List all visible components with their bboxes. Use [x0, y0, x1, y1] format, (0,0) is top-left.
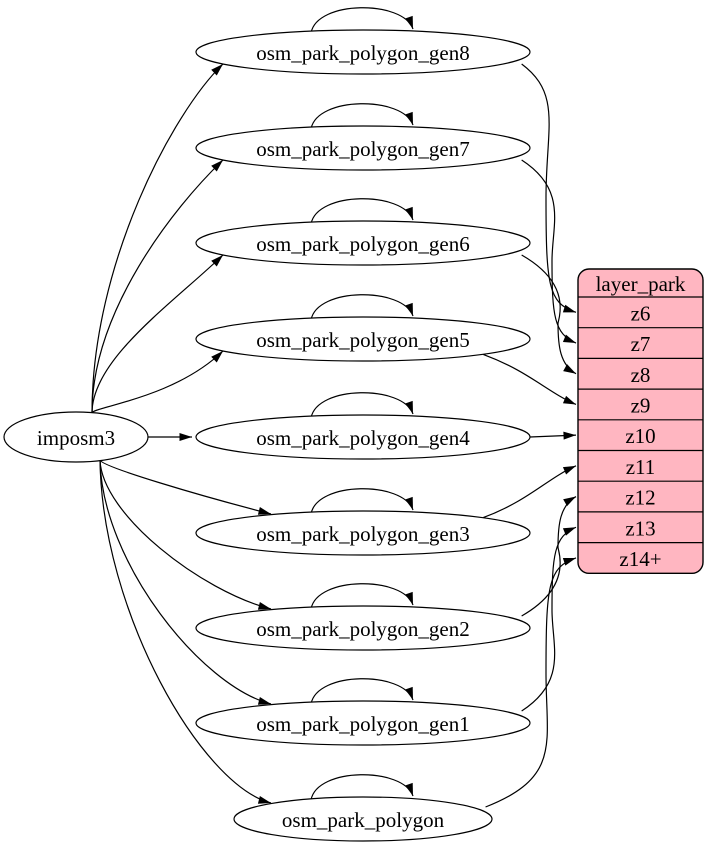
table-row-label-z7: z7 [631, 332, 651, 356]
node-osm-park-polygon-gen5: osm_park_polygon_gen5 [195, 316, 531, 362]
node-ellipse [195, 510, 531, 556]
edge-osm-park-polygon-gen3-to-z11 [483, 465, 577, 519]
node-osm-park-polygon-gen2: osm_park_polygon_gen2 [195, 605, 531, 651]
self-loop-osm-park-polygon [310, 774, 414, 801]
node-label: osm_park_polygon_gen7 [256, 137, 469, 161]
node-label: osm_park_polygon_gen1 [256, 712, 469, 736]
node-osm-park-polygon-gen1: osm_park_polygon_gen1 [195, 700, 531, 746]
table-row-label-z6: z6 [631, 301, 651, 325]
edge-imposm3-to-osm-park-polygon-gen3 [99, 459, 272, 515]
node-osm-park-polygon-gen8: osm_park_polygon_gen8 [195, 29, 531, 75]
node-ellipse [195, 700, 531, 746]
edge-osm-park-polygon-gen6-to-z8 [521, 254, 577, 375]
node-ellipse [195, 125, 531, 171]
table-row-label-z9: z9 [631, 393, 651, 417]
node-label: osm_park_polygon_gen8 [256, 41, 469, 65]
table-row-label-z8: z8 [631, 363, 651, 387]
self-loop-osm-park-polygon-gen4 [310, 392, 414, 419]
edge-osm-park-polygon-gen7-to-z7 [521, 159, 577, 344]
table-row-label-z12: z12 [625, 486, 655, 510]
table-row-label-z11: z11 [626, 455, 656, 479]
node-label: osm_park_polygon_gen2 [256, 617, 469, 641]
node-osm-park-polygon-gen4: osm_park_polygon_gen4 [195, 414, 531, 460]
table-layer-park: layer_park z6 z7 z8 z9 z10 z11 z12 z13 z14+ [577, 268, 704, 574]
self-loop-osm-park-polygon-gen8 [310, 7, 414, 34]
node-ellipse [3, 411, 149, 463]
table-header-label: layer_park [596, 272, 686, 296]
edge-imposm3-to-osm-park-polygon-gen5 [91, 350, 224, 414]
nodes-layer: imposm3 osm_park_polygon_gen8 osm_park_pol… [3, 29, 531, 842]
node-ellipse [233, 796, 493, 842]
edge-imposm3-to-osm-park-polygon-gen7 [91, 159, 224, 414]
edge-imposm3-to-osm-park-polygon-gen2 [99, 459, 272, 610]
node-osm-park-polygon-gen3: osm_park_polygon_gen3 [195, 510, 531, 556]
node-ellipse [195, 605, 531, 651]
node-label: osm_park_polygon_gen3 [256, 522, 469, 546]
node-label: osm_park_polygon_gen4 [256, 426, 470, 450]
table-background [577, 268, 704, 574]
self-loop-osm-park-polygon-gen1 [310, 678, 414, 705]
edge-osm-park-polygon-to-z14plus [485, 557, 577, 808]
edge-osm-park-polygon-gen1-to-z13 [521, 526, 577, 712]
node-label: osm_park_polygon_gen5 [256, 328, 469, 352]
node-osm-park-polygon-gen7: osm_park_polygon_gen7 [195, 125, 531, 171]
node-ellipse [195, 316, 531, 362]
self-loop-osm-park-polygon-gen7 [310, 103, 414, 130]
node-label: osm_park_polygon_gen6 [256, 232, 469, 256]
self-loop-osm-park-polygon-gen5 [310, 294, 414, 321]
edge-osm-park-polygon-gen5-to-z9 [483, 353, 577, 406]
self-loop-osm-park-polygon-gen6 [310, 198, 414, 225]
edge-osm-park-polygon-gen8-to-z6 [521, 63, 577, 313]
edge-imposm3-to-osm-park-polygon [99, 459, 272, 804]
node-imposm3: imposm3 [3, 411, 149, 463]
edge-imposm3-to-osm-park-polygon-gen6 [91, 254, 224, 414]
table-row-label-z10: z10 [625, 424, 655, 448]
table-row-label-z14plus: z14+ [619, 547, 661, 571]
edge-imposm3-to-osm-park-polygon-gen1 [99, 459, 272, 705]
node-osm-park-polygon: osm_park_polygon [233, 796, 493, 842]
edge-osm-park-polygon-gen4-to-z10 [529, 431, 577, 440]
node-ellipse [195, 414, 531, 460]
edge-imposm3-to-osm-park-polygon-gen8 [91, 63, 224, 414]
node-osm-park-polygon-gen6: osm_park_polygon_gen6 [195, 220, 531, 266]
node-ellipse [195, 220, 531, 266]
edges-layer [91, 7, 577, 808]
table-row-label-z13: z13 [625, 516, 655, 540]
self-loop-osm-park-polygon-gen2 [310, 583, 414, 610]
node-label: osm_park_polygon [282, 808, 445, 832]
self-loop-osm-park-polygon-gen3 [310, 488, 414, 515]
node-label: imposm3 [37, 426, 115, 450]
node-ellipse [195, 29, 531, 75]
